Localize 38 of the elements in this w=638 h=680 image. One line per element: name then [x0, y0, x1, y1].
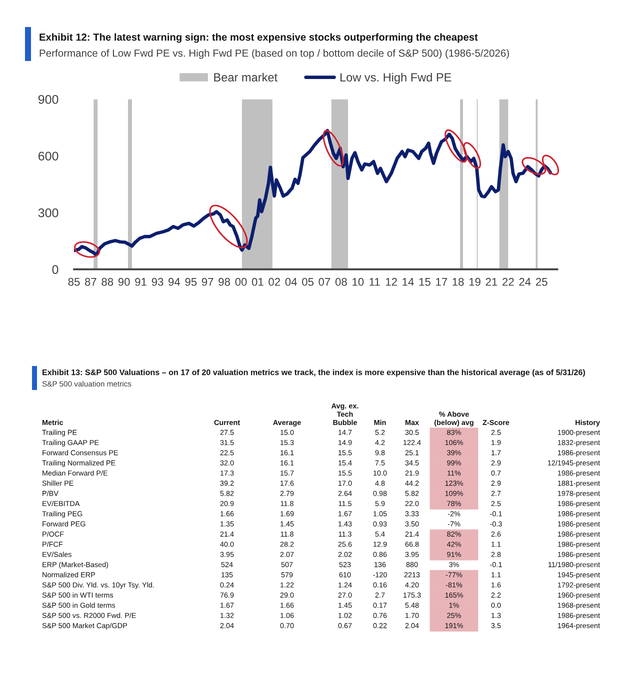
x-tick-label: 93	[152, 278, 164, 286]
x-tick-label: 00	[235, 278, 247, 286]
x-tick-label: 98	[218, 278, 230, 286]
y-tick-label: 300	[38, 208, 58, 218]
x-tick-label: 90	[118, 278, 130, 286]
x-tick-label: 14	[402, 278, 414, 286]
text: Exhibit 13: S&P 500 Valuations – on 17 of 20 valuation metrics we track, the index is more expensive than the historical average (as of 5/31/26)	[42, 369, 585, 377]
chart-title: Exhibit 12: The latest warning sign: the most expensive stocks outperforming the cheapest	[40, 33, 478, 43]
x-tick-label: 94	[168, 278, 180, 286]
x-tick-label: 85	[68, 278, 80, 286]
x-tick-label: 97	[202, 278, 214, 286]
legend-label: Bear market	[214, 72, 278, 82]
x-tick-label: 88	[102, 278, 114, 286]
x-tick-label: 87	[84, 278, 96, 286]
x-tick-label: 04	[285, 278, 297, 286]
x-tick-label: 22	[502, 278, 514, 286]
y-tick-label: 600	[38, 152, 58, 161]
x-tick-label: 05	[302, 278, 314, 286]
x-tick-label: 24	[519, 278, 531, 286]
legend-label: Low vs. High Fwd PE	[340, 72, 452, 84]
x-tick-label: 07	[318, 278, 330, 286]
y-tick-label: 0	[52, 265, 58, 274]
x-tick-label: 17	[436, 278, 448, 286]
x-tick-label: 18	[452, 278, 464, 286]
x-tick-label: 25	[536, 278, 548, 286]
x-tick-label: 95	[185, 278, 197, 286]
chart-subtitle: Performance of Low Fwd PE vs. High Fwd PE (based on top / bottom decile of S&P 500) (1986-5/2026)	[40, 49, 509, 59]
x-tick-label: 01	[252, 278, 264, 286]
x-tick-label: 15	[419, 278, 430, 286]
x-tick-label: 10	[352, 278, 364, 286]
y-tick-label: 900	[38, 95, 58, 104]
x-tick-label: 02	[268, 278, 280, 286]
x-tick-label: 12	[386, 278, 397, 286]
x-tick-label: 08	[335, 278, 347, 286]
x-tick-label: 19	[469, 278, 480, 286]
x-tick-label: 91	[135, 278, 146, 286]
x-tick-label: 11	[370, 278, 380, 286]
x-tick-label: 21	[486, 278, 498, 286]
